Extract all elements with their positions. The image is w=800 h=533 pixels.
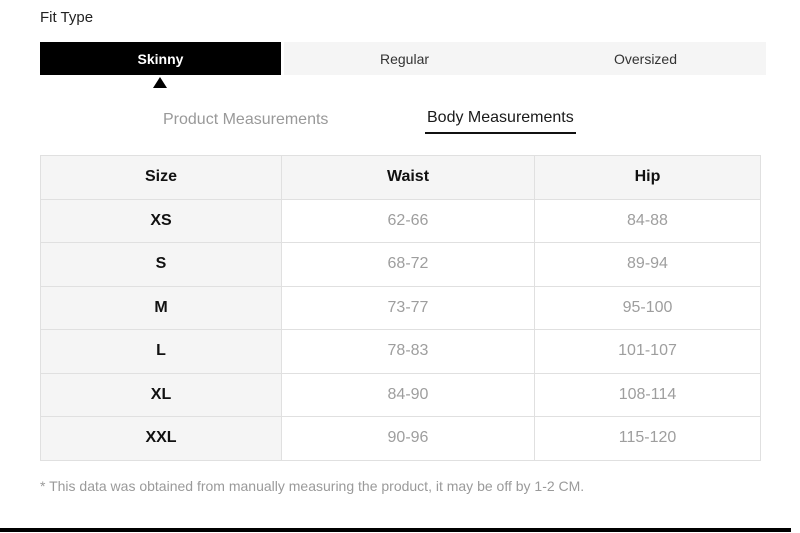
toggle-body-measurements[interactable]: Body Measurements <box>425 109 576 134</box>
size-label: XS <box>40 198 282 243</box>
hip-value: 115-120 <box>534 416 761 461</box>
table-row: S 68-72 89-94 <box>40 242 761 287</box>
column-header-hip: Hip <box>534 155 761 200</box>
size-label: S <box>40 242 282 287</box>
column-header-size: Size <box>40 155 282 200</box>
size-label: XL <box>40 372 282 417</box>
waist-value: 84-90 <box>281 372 535 417</box>
waist-value: 90-96 <box>281 416 535 461</box>
toggle-product-measurements[interactable]: Product Measurements <box>163 111 329 128</box>
waist-value: 78-83 <box>281 329 535 374</box>
size-label: M <box>40 285 282 330</box>
fit-type-tab-bar: Skinny Regular Oversized <box>40 42 766 75</box>
hip-value: 84-88 <box>534 198 761 243</box>
hip-value: 101-107 <box>534 329 761 374</box>
waist-value: 73-77 <box>281 285 535 330</box>
size-label: XXL <box>40 416 282 461</box>
size-chart-table: Size Waist Hip XS 62-66 84-88 S 68-72 89… <box>40 155 761 461</box>
table-header-row: Size Waist Hip <box>40 155 761 200</box>
table-row: XXL 90-96 115-120 <box>40 416 761 461</box>
tab-skinny[interactable]: Skinny <box>40 42 281 75</box>
horizontal-scrollbar[interactable] <box>0 528 791 532</box>
tab-regular[interactable]: Regular <box>284 42 525 75</box>
table-row: L 78-83 101-107 <box>40 329 761 374</box>
fit-type-label: Fit Type <box>40 9 94 26</box>
hip-value: 89-94 <box>534 242 761 287</box>
table-row: M 73-77 95-100 <box>40 285 761 330</box>
table-row: XL 84-90 108-114 <box>40 372 761 417</box>
hip-value: 108-114 <box>534 372 761 417</box>
size-label: L <box>40 329 282 374</box>
tab-oversized[interactable]: Oversized <box>525 42 766 75</box>
measurement-disclaimer: * This data was obtained from manually m… <box>40 478 585 494</box>
hip-value: 95-100 <box>534 285 761 330</box>
table-row: XS 62-66 84-88 <box>40 198 761 243</box>
active-tab-pointer-icon <box>153 77 167 88</box>
waist-value: 62-66 <box>281 198 535 243</box>
waist-value: 68-72 <box>281 242 535 287</box>
column-header-waist: Waist <box>281 155 535 200</box>
